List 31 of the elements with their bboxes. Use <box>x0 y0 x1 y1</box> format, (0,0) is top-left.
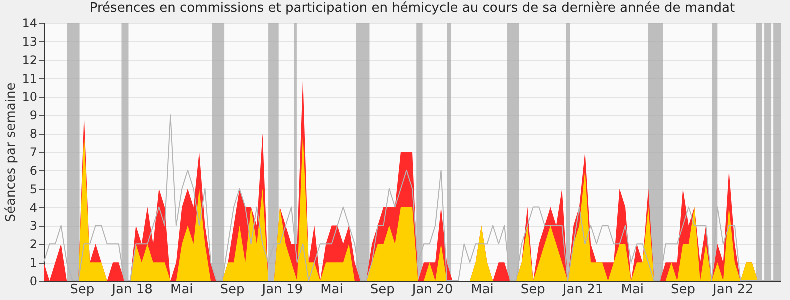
y-tick-label: 13 <box>22 34 38 49</box>
x-tick-label: Jan 20 <box>411 282 454 298</box>
x-tick-label: Jan 19 <box>261 282 303 298</box>
y-tick-label: 3 <box>30 219 38 234</box>
chart-title: Présences en commissions et participation en hémicycle au cours de sa dernière année de mandat <box>90 1 736 16</box>
x-tick-label: Sep <box>520 282 546 298</box>
y-tick-label: 7 <box>30 146 38 160</box>
x-tick-label: Sep <box>220 282 245 298</box>
x-tick-label: Sep <box>70 282 95 298</box>
y-tick-label: 5 <box>30 182 38 196</box>
x-tick-label: Jan 18 <box>111 282 153 298</box>
y-tick-label: 11 <box>22 72 38 86</box>
y-tick-label: 9 <box>30 108 38 123</box>
y-tick-label: 0 <box>30 274 38 288</box>
y-tick-label: 6 <box>30 164 38 178</box>
y-axis-title: Séances par semaine <box>4 82 20 222</box>
y-tick-label: 2 <box>30 238 38 252</box>
y-tick-label: 12 <box>22 53 38 68</box>
y-tick-label: 4 <box>30 200 38 215</box>
x-tick-label: Jan 21 <box>562 282 604 298</box>
x-tick-label: Sep <box>670 282 696 298</box>
x-tick-label: Mai <box>471 282 494 298</box>
y-tick-label: 8 <box>30 127 38 142</box>
y-tick-label: 10 <box>22 90 38 104</box>
y-tick-label: 1 <box>30 256 38 270</box>
x-tick-label: Sep <box>370 282 395 298</box>
x-tick-label: Mai <box>621 282 644 298</box>
x-tick-label: Jan 22 <box>712 282 754 298</box>
x-tick-label: Mai <box>320 282 344 298</box>
y-tick-label: 14 <box>22 16 38 30</box>
x-tick-label: Mai <box>170 282 194 298</box>
